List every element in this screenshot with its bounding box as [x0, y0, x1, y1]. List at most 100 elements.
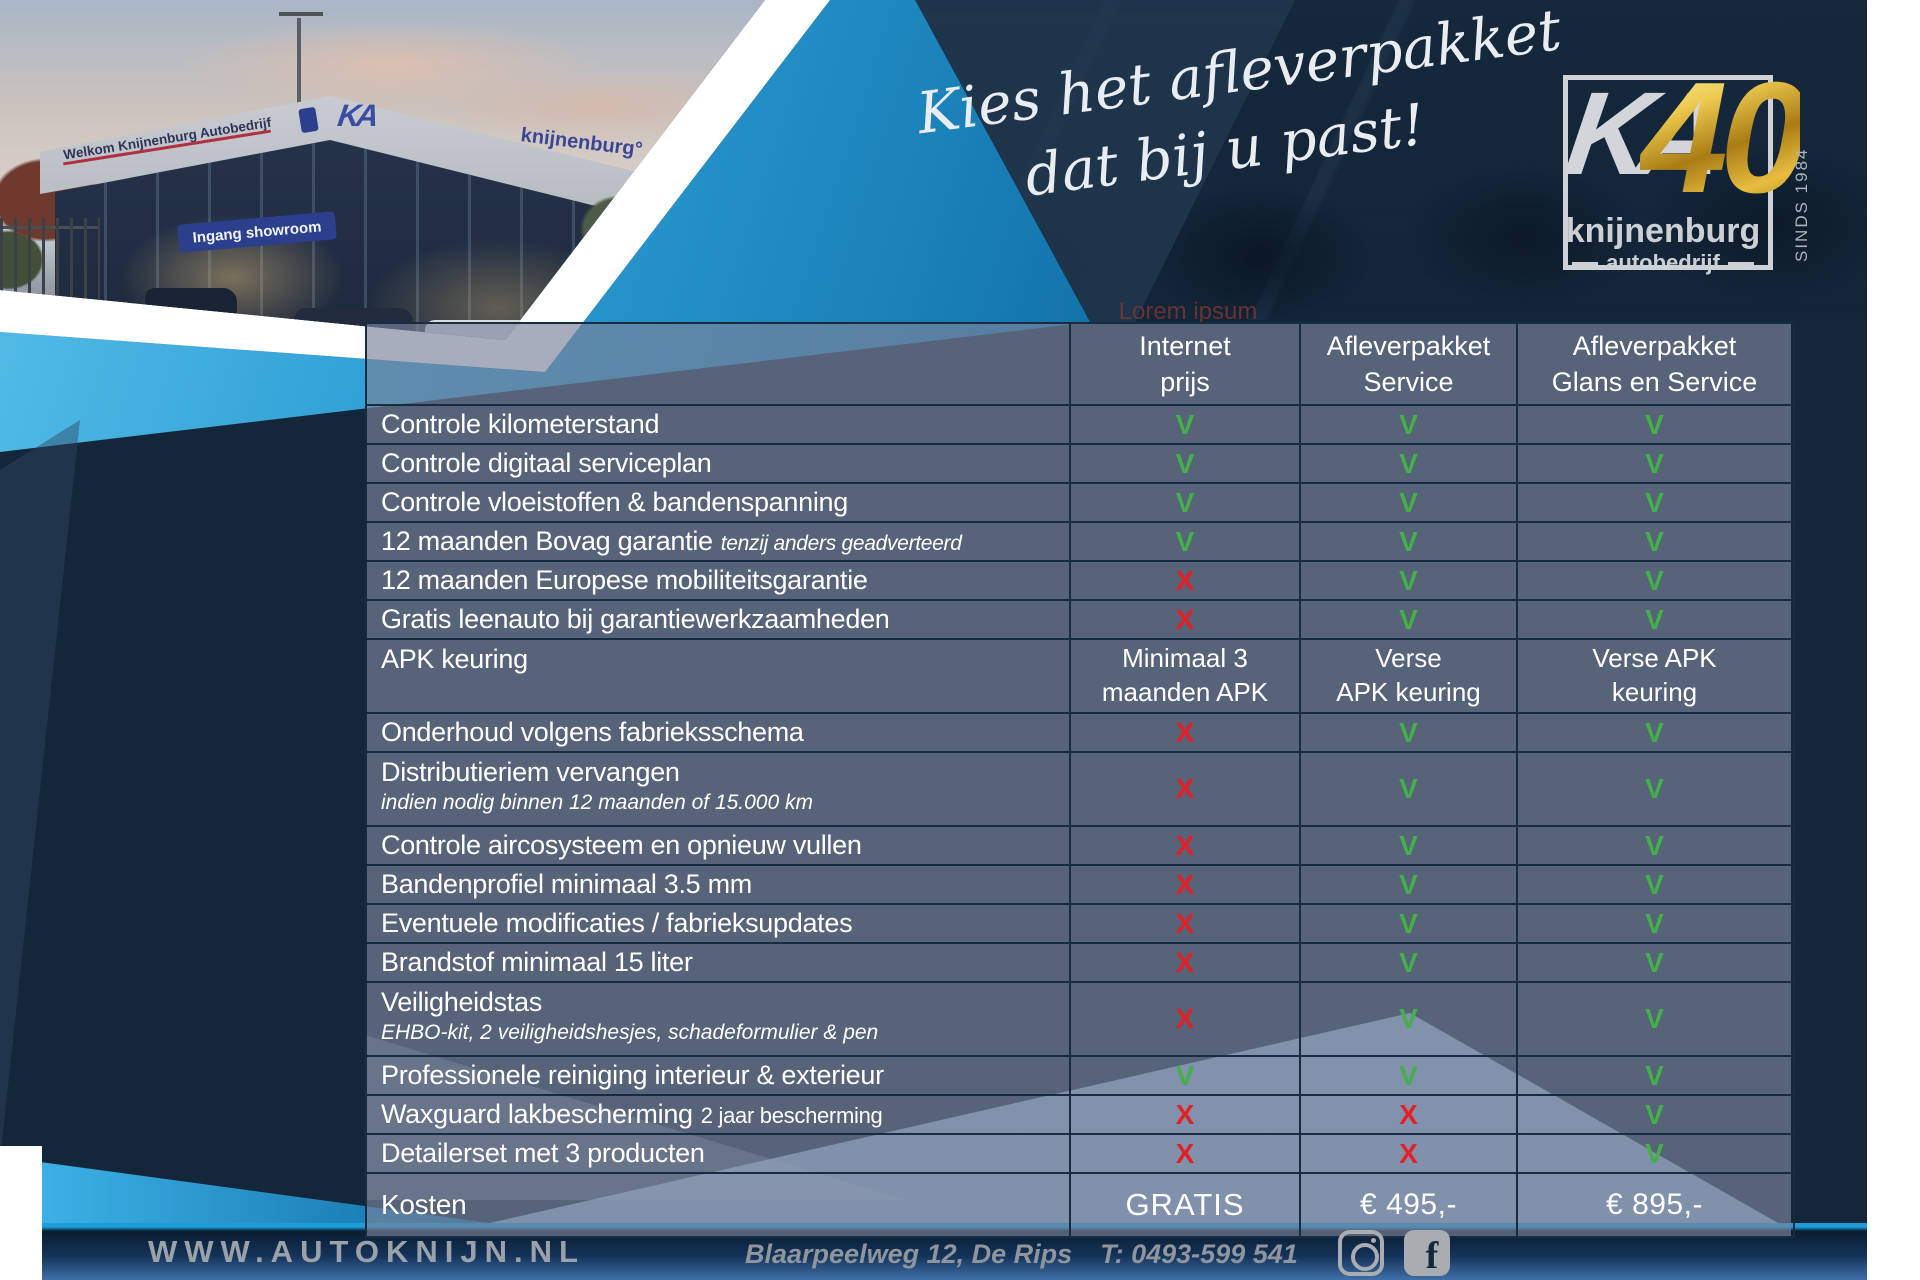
cross-mark: X	[1175, 868, 1195, 900]
facebook-icon[interactable]: f	[1404, 1230, 1450, 1277]
column-header: Afleverpakket Glans en Service	[1518, 324, 1791, 404]
instagram-icon[interactable]	[1338, 1230, 1384, 1276]
value-cell: V	[1518, 866, 1791, 903]
table-row: 12 maanden Europese mobiliteitsgarantie X…	[367, 562, 1793, 601]
check-mark: V	[1645, 1003, 1664, 1034]
logo-subtitle: autobedrijf	[1557, 250, 1769, 276]
left-diagonal-streak	[0, 420, 80, 1160]
check-mark: V	[1645, 1137, 1664, 1169]
row-label-cell: Eventuele modificaties / fabrieksupdates	[367, 905, 1071, 942]
check-mark: V	[1645, 486, 1664, 518]
check-mark: V	[1399, 946, 1418, 978]
value-cell: V	[1301, 562, 1518, 599]
price-value: € 895,-	[1606, 1188, 1703, 1221]
check-mark: V	[1175, 447, 1195, 479]
table-row: Distributieriem vervangen indien nodig bi…	[367, 753, 1793, 827]
column-header: Afleverpakket Service	[1301, 324, 1518, 404]
value-cell: V	[1518, 445, 1791, 482]
check-mark: V	[1399, 829, 1418, 861]
value-cell: X	[1071, 866, 1301, 903]
check-mark: V	[1399, 1003, 1418, 1034]
instagram-lens	[1351, 1243, 1379, 1271]
check-mark: V	[1645, 447, 1664, 479]
value-cell: V	[1071, 484, 1301, 521]
package-comparison-table: Internet prijs Afleverpakket Service Aflev…	[365, 322, 1795, 1238]
value-cell: Verse APK keuring	[1301, 640, 1518, 712]
check-mark: V	[1645, 773, 1664, 804]
header-empty-cell	[367, 324, 1071, 404]
value-cell: V	[1071, 523, 1301, 560]
check-mark: V	[1645, 603, 1664, 635]
value-cell: X	[1071, 562, 1301, 599]
check-mark: V	[1645, 829, 1664, 861]
row-label-cell: Kosten	[367, 1174, 1071, 1236]
row-label-cell: APK keuring	[367, 640, 1071, 712]
value-cell: V	[1301, 406, 1518, 443]
cross-mark: X	[1175, 946, 1195, 978]
table-row: Eventuele modificaties / fabrieksupdates…	[367, 905, 1793, 944]
row-label-cell: 12 maanden Bovag garantie tenzij anders g…	[367, 523, 1071, 560]
check-mark: V	[1399, 525, 1418, 557]
row-label-cell: Bandenprofiel minimaal 3.5 mm	[367, 866, 1071, 903]
check-mark: V	[1399, 564, 1418, 596]
bosch-shield-icon	[298, 106, 319, 134]
column-header: Internet prijs	[1071, 324, 1301, 404]
value-cell: X	[1071, 827, 1301, 864]
row-label-cell: Veiligheidstas EHBO-kit, 2 veiligheidshes…	[367, 983, 1071, 1055]
value-cell: V	[1518, 562, 1791, 599]
row-label-cell: Professionele reiniging interieur & exte…	[367, 1057, 1071, 1094]
check-mark: V	[1645, 525, 1664, 557]
row-label-cell: Gratis leenauto bij garantiewerkzaamhede…	[367, 601, 1071, 638]
check-mark: V	[1399, 907, 1418, 939]
value-cell: X	[1071, 714, 1301, 751]
cross-mark: X	[1175, 829, 1195, 861]
value-cell: V	[1518, 944, 1791, 981]
check-mark: V	[1645, 1059, 1664, 1091]
white-right-strip	[1867, 0, 1920, 1280]
cross-mark: X	[1175, 603, 1195, 635]
value-cell: V	[1301, 601, 1518, 638]
table-row: Brandstof minimaal 15 liter X V V	[367, 944, 1793, 983]
check-mark: V	[1645, 868, 1664, 900]
value-cell: V	[1071, 406, 1301, 443]
value-cell: V	[1301, 753, 1518, 825]
dash	[1727, 261, 1754, 265]
text-value: Verse APK keuring	[1336, 643, 1481, 707]
text-value: Minimaal 3 maanden APK	[1101, 643, 1269, 707]
website-url[interactable]: WWW.AUTOKNIJN.NL	[148, 1234, 585, 1269]
value-cell: V	[1518, 753, 1791, 825]
value-cell: X	[1071, 905, 1301, 942]
facebook-f-glyph: f	[1425, 1235, 1439, 1277]
row-label-cell: Onderhoud volgens fabrieksschema	[367, 714, 1071, 751]
value-cell: V	[1301, 445, 1518, 482]
value-cell: GRATIS	[1071, 1174, 1301, 1236]
lorem-watermark: Lorem ipsum	[1118, 298, 1258, 325]
value-cell: V	[1518, 601, 1791, 638]
value-cell: V	[1301, 523, 1518, 560]
check-mark: V	[1175, 525, 1195, 557]
street-address: Blaarpeelweg 12, De Rips	[745, 1239, 1073, 1269]
value-cell: X	[1301, 1096, 1518, 1133]
check-mark: V	[1399, 716, 1418, 748]
value-cell: V	[1301, 866, 1518, 903]
cross-mark: X	[1175, 1098, 1195, 1130]
row-label-cell: Distributieriem vervangen indien nodig bi…	[367, 753, 1071, 825]
white-left-strip	[0, 1146, 42, 1280]
value-cell: V	[1518, 1096, 1791, 1133]
table-row: Controle digitaal serviceplan V V V	[367, 445, 1793, 484]
check-mark: V	[1399, 868, 1418, 900]
check-mark: V	[1175, 486, 1195, 518]
check-mark: V	[1399, 447, 1418, 479]
weather-vane	[279, 12, 323, 16]
value-cell: X	[1071, 1135, 1301, 1172]
value-cell: V	[1518, 523, 1791, 560]
check-mark: V	[1645, 1098, 1664, 1130]
check-mark: V	[1399, 773, 1418, 804]
table-row: Kosten GRATIS € 495,- € 895,-	[367, 1174, 1793, 1236]
value-cell: € 495,-	[1301, 1174, 1518, 1236]
value-cell: Verse APK keuring	[1518, 640, 1791, 712]
row-label-cell: 12 maanden Europese mobiliteitsgarantie	[367, 562, 1071, 599]
price-value: GRATIS	[1125, 1187, 1245, 1222]
table-row: Gratis leenauto bij garantiewerkzaamhede…	[367, 601, 1793, 640]
